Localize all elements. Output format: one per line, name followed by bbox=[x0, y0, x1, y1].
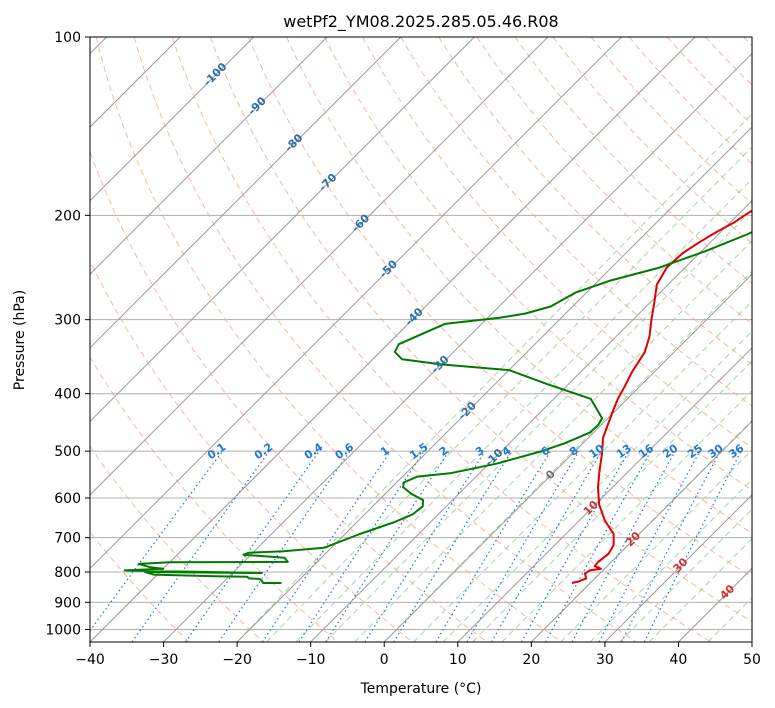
isotherm-line bbox=[90, 37, 696, 642]
mixing-ratio-line bbox=[261, 450, 391, 642]
dry-adiabat-line bbox=[90, 445, 264, 642]
isotherm-line bbox=[90, 37, 255, 202]
isotherm-line bbox=[90, 37, 328, 275]
y-tick-label: 1000 bbox=[45, 622, 81, 638]
isotherm-line bbox=[383, 273, 752, 642]
x-tick-label: −40 bbox=[75, 652, 105, 668]
mixing-ratio-line bbox=[131, 450, 270, 642]
x-tick-label: −20 bbox=[222, 652, 252, 668]
mixing-ratio-line bbox=[466, 450, 580, 642]
plot-area: -100-90-80-70-60-50-40-30-20-10010203040… bbox=[90, 37, 752, 642]
isotherm-line bbox=[310, 199, 752, 642]
mixing-ratio-line bbox=[218, 450, 351, 642]
plot-frame bbox=[89, 36, 753, 643]
isotherm-line bbox=[457, 347, 752, 642]
y-tick-label: 700 bbox=[54, 531, 81, 547]
dry-adiabat-line bbox=[90, 356, 339, 642]
isotherm-line bbox=[90, 37, 475, 423]
y-tick-label: 400 bbox=[54, 387, 81, 403]
isotherm-line bbox=[90, 37, 622, 570]
isotherm-line bbox=[90, 37, 402, 349]
x-axis-ticks: −40 −30 −20 −10 0 10 20 30 40 50 bbox=[75, 642, 761, 668]
mixing-ratio-line bbox=[435, 450, 552, 642]
isotherms bbox=[90, 37, 752, 642]
dry-adiabat-line bbox=[476, 37, 752, 325]
moist-adiabats bbox=[236, 113, 752, 642]
temperature-profile-line bbox=[571, 209, 752, 584]
mixing-ratio-line bbox=[185, 450, 320, 642]
x-tick-label: 10 bbox=[449, 652, 467, 668]
pressure-gridlines bbox=[90, 37, 752, 630]
chart-title: wetPf2_YM08.2025.285.05.46.R08 bbox=[283, 12, 558, 32]
dry-adiabat-line bbox=[324, 37, 752, 491]
dry-adiabat-line bbox=[286, 37, 752, 534]
moist-adiabat-line bbox=[266, 146, 752, 642]
data-series bbox=[123, 209, 752, 584]
x-tick-label: −10 bbox=[296, 652, 326, 668]
dry-adiabat-line bbox=[133, 37, 637, 642]
dry-adiabat-line bbox=[209, 37, 752, 623]
mixing-ratio-line bbox=[571, 450, 676, 642]
x-tick-label: 20 bbox=[522, 652, 540, 668]
x-tick-label: 50 bbox=[743, 652, 761, 668]
y-axis-ticks: 100 200 300 400 500 600 700 800 900 1000 bbox=[45, 30, 90, 638]
y-tick-label: 100 bbox=[54, 30, 81, 46]
x-tick-label: 0 bbox=[380, 652, 389, 668]
y-axis-title: Pressure (hPa) bbox=[12, 290, 28, 390]
mixing-ratio-line bbox=[364, 450, 486, 642]
x-tick-label: −30 bbox=[149, 652, 179, 668]
isotherm-line bbox=[90, 37, 549, 496]
mixing-ratio-line bbox=[325, 450, 450, 642]
y-tick-label: 600 bbox=[54, 491, 81, 507]
mixing-ratio-line bbox=[298, 450, 425, 642]
x-tick-label: 40 bbox=[670, 652, 688, 668]
y-tick-label: 900 bbox=[54, 595, 81, 611]
x-tick-label: 30 bbox=[596, 652, 614, 668]
isotherm-line bbox=[163, 52, 752, 642]
y-tick-label: 300 bbox=[54, 313, 81, 329]
y-tick-label: 500 bbox=[54, 444, 81, 460]
dry-adiabat-line bbox=[247, 37, 752, 578]
dry-adiabat-line bbox=[438, 37, 752, 366]
isotherm-line bbox=[236, 126, 752, 642]
y-tick-label: 800 bbox=[54, 565, 81, 581]
isotherm-line bbox=[530, 420, 752, 642]
dewpoint-profile-line bbox=[123, 230, 752, 584]
x-axis-title: Temperature (°C) bbox=[360, 681, 482, 697]
dry-adiabat-line bbox=[95, 37, 562, 642]
y-tick-label: 200 bbox=[54, 208, 81, 224]
dry-adiabat-line bbox=[171, 37, 712, 642]
dry-adiabats bbox=[90, 37, 752, 642]
moist-adiabat-line bbox=[236, 113, 752, 642]
isotherm-line bbox=[604, 494, 752, 642]
dry-adiabat-line bbox=[90, 150, 488, 642]
mixing-ratio-line bbox=[598, 450, 701, 642]
